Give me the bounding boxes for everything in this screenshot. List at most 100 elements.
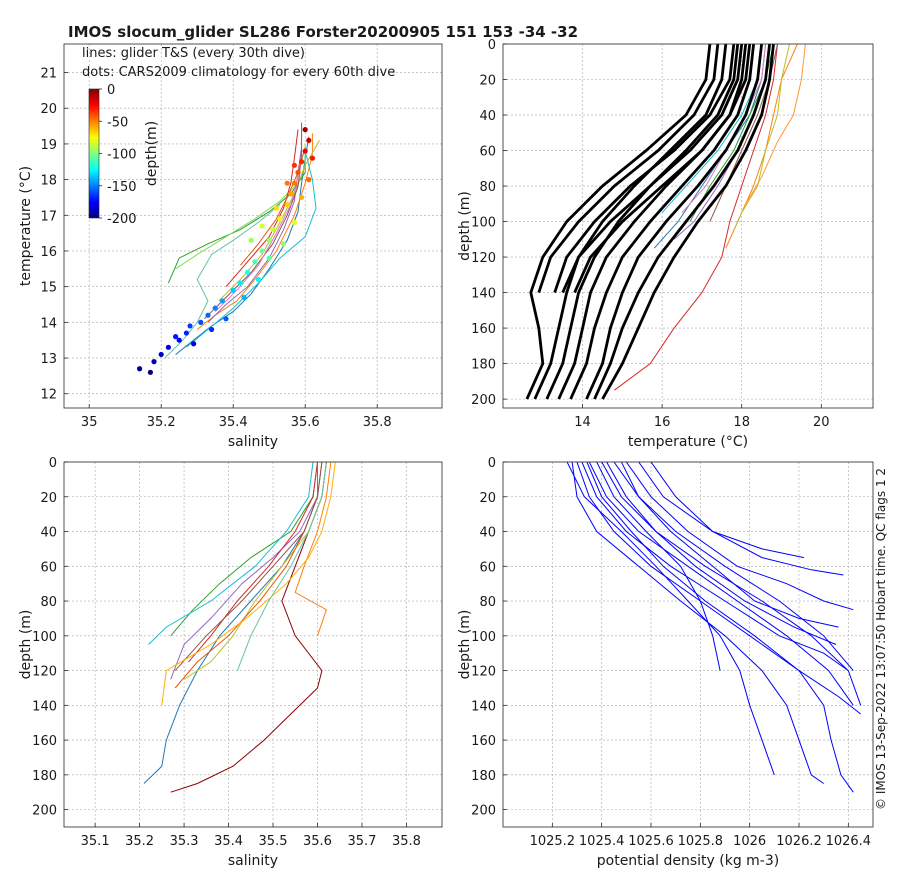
glider-ts-line [240, 147, 306, 266]
colorbar-tick-label: -100 [107, 148, 137, 163]
salinity-line [174, 462, 323, 671]
x-tick-label: 35.2 [147, 415, 176, 430]
y-tick-label: 40 [479, 526, 496, 541]
climatology-temperature-line [601, 44, 775, 400]
climatology-dot [137, 366, 143, 372]
climatology-dot [306, 137, 312, 143]
x-tick-label: 35.6 [303, 834, 332, 849]
x-tick-label: 35.1 [81, 834, 110, 849]
climatology-dot [309, 155, 315, 161]
climatology-dot [173, 334, 179, 340]
x-tick-label: 35.6 [291, 415, 320, 430]
x-tick-label: 1026.4 [826, 834, 872, 849]
climatology-temperature-line [533, 44, 728, 400]
x-tick-label: 35.4 [219, 415, 248, 430]
climatology-dot [273, 205, 279, 211]
x-tick-label: 35.7 [347, 834, 376, 849]
glider-ts-line [225, 129, 299, 288]
y-tick-label: 20 [479, 491, 496, 506]
x-tick-label: 1025.8 [678, 834, 724, 849]
plot-background [503, 462, 873, 827]
y-tick-label: 120 [32, 665, 57, 680]
density-line [586, 462, 862, 715]
x-tick-label: 1026 [733, 834, 766, 849]
y-tick-label: 0 [488, 38, 496, 53]
climatology-temperature-line [525, 44, 712, 400]
colorbar-label: depth(m) [144, 121, 160, 186]
colorbar-tick-label: -50 [107, 115, 128, 130]
figure-title: IMOS slocum_glider SL286 Forster20200905… [68, 23, 578, 41]
plot-frame [502, 461, 874, 828]
y-tick-label: 140 [471, 287, 496, 302]
salinity-line [170, 462, 323, 680]
climatology-dot [302, 148, 308, 154]
y-tick-label: 160 [32, 734, 57, 749]
climatology-temperature-line [545, 44, 740, 400]
y-axis-label: temperature (°C) [18, 166, 34, 286]
x-tick-label: 1025.2 [530, 834, 576, 849]
climatology-dot [306, 177, 312, 183]
x-tick-label: 35.2 [125, 834, 154, 849]
y-tick-label: 200 [471, 804, 496, 819]
x-tick-label: 16 [654, 415, 671, 430]
salinity-line [236, 462, 327, 671]
glider-temperature-lines [614, 44, 806, 391]
climatology-dot [219, 298, 225, 304]
climatology-dot [176, 337, 182, 343]
climatology-dot [302, 127, 308, 133]
glider-temperature-line [614, 44, 778, 391]
x-tick-label: 35.8 [363, 415, 392, 430]
y-tick-label: 19 [40, 138, 57, 153]
climatology-dot [165, 344, 171, 350]
climatology-dot [252, 259, 258, 265]
density-line [596, 462, 721, 671]
climatology-dot [291, 162, 297, 168]
salinity-line [188, 462, 318, 663]
y-axis-label: depth (m) [457, 191, 473, 261]
glider-temperature-line [733, 44, 790, 231]
y-tick-label: 100 [32, 630, 57, 645]
y-tick-label: 80 [40, 595, 57, 610]
x-tick-label: 1025.4 [579, 834, 625, 849]
x-axis-label: salinity [228, 434, 278, 450]
climatology-dot [299, 159, 305, 165]
colorbar [88, 88, 100, 219]
climatology-temperature-lines [525, 44, 775, 400]
climatology-dot [209, 326, 215, 333]
y-tick-label: 15 [40, 281, 57, 296]
y-tick-label: 200 [471, 393, 496, 408]
salinity-line [148, 462, 314, 645]
y-tick-label: 180 [32, 769, 57, 784]
y-tick-label: 120 [471, 665, 496, 680]
climatology-dot [248, 237, 254, 243]
glider-temperature-line [745, 44, 806, 205]
y-axis-label: depth (m) [18, 610, 34, 680]
x-tick-label: 20 [813, 415, 830, 430]
colorbar-tick-label: -150 [107, 180, 137, 195]
climatology-dot [259, 248, 265, 254]
glider-ts-line [175, 136, 310, 355]
climatology-dot [198, 319, 204, 325]
y-tick-label: 13 [40, 352, 57, 367]
glider-ts-line [218, 140, 321, 302]
x-tick-label: 18 [733, 415, 750, 430]
climatology-dot [237, 280, 243, 286]
y-tick-label: 120 [471, 251, 496, 266]
climatology-dots [137, 127, 315, 375]
y-tick-label: 200 [32, 804, 57, 819]
plot-frame [502, 43, 874, 409]
y-tick-label: 0 [488, 456, 496, 471]
climatology-dot [230, 287, 236, 293]
y-tick-label: 140 [471, 699, 496, 714]
density-line [571, 462, 824, 784]
plot-background [503, 44, 873, 408]
y-tick-label: 40 [479, 109, 496, 124]
climatology-dot [147, 369, 153, 375]
climatology-dot [291, 180, 297, 186]
climatology-dot [266, 255, 272, 261]
density-lines [566, 462, 862, 793]
climatology-dot [299, 194, 305, 201]
y-axis-label: depth (m) [457, 610, 473, 680]
